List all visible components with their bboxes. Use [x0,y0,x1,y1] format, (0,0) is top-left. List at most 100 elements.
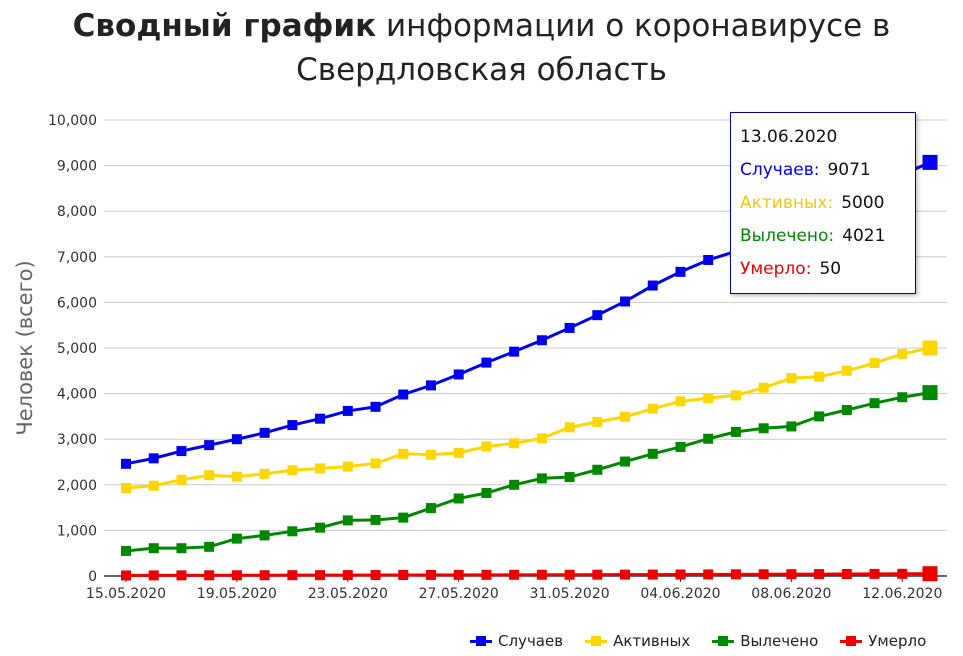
data-point[interactable] [453,493,464,504]
data-point[interactable] [564,422,575,433]
data-point[interactable] [481,441,492,452]
data-point[interactable] [481,569,492,580]
data-point[interactable] [841,405,852,416]
data-point[interactable] [536,433,547,444]
data-point[interactable] [148,453,159,464]
data-point[interactable] [620,456,631,467]
data-point[interactable] [287,570,298,581]
data-point[interactable] [342,515,353,526]
legend-item-cases[interactable]: Случаев [470,632,563,650]
data-point[interactable] [730,569,741,580]
data-point[interactable] [342,405,353,416]
data-point[interactable] [425,503,436,514]
data-point[interactable] [176,474,187,485]
data-point[interactable] [786,421,797,432]
data-point[interactable] [647,569,658,580]
data-point[interactable] [675,569,686,580]
data-point[interactable] [425,569,436,580]
data-point[interactable] [204,570,215,581]
data-point[interactable] [703,254,714,265]
data-point[interactable] [398,389,409,400]
data-point[interactable] [564,569,575,580]
data-point[interactable] [841,568,852,579]
data-point[interactable] [259,468,270,479]
data-point[interactable] [509,569,520,580]
data-point[interactable] [592,569,603,580]
data-point[interactable] [509,346,520,357]
data-point[interactable] [814,371,825,382]
data-point[interactable] [922,154,938,170]
data-point[interactable] [564,472,575,483]
legend-item-recovered[interactable]: Вылечено [712,632,818,650]
data-point[interactable] [342,461,353,472]
data-point[interactable] [592,416,603,427]
data-point[interactable] [453,569,464,580]
data-point[interactable] [758,569,769,580]
legend-item-active[interactable]: Активных [585,632,690,650]
data-point[interactable] [315,413,326,424]
data-point[interactable] [675,441,686,452]
data-point[interactable] [620,411,631,422]
data-point[interactable] [758,423,769,434]
data-point[interactable] [287,526,298,537]
data-point[interactable] [620,569,631,580]
data-point[interactable] [176,446,187,457]
data-point[interactable] [620,296,631,307]
data-point[interactable] [703,569,714,580]
data-point[interactable] [509,479,520,490]
data-point[interactable] [564,322,575,333]
data-point[interactable] [897,568,908,579]
data-point[interactable] [922,340,938,356]
data-point[interactable] [814,411,825,422]
data-point[interactable] [647,448,658,459]
data-point[interactable] [231,533,242,544]
data-point[interactable] [398,512,409,523]
data-point[interactable] [148,570,159,581]
data-point[interactable] [786,569,797,580]
data-point[interactable] [370,570,381,581]
data-point[interactable] [148,480,159,491]
data-point[interactable] [121,570,131,581]
data-point[interactable] [786,373,797,384]
data-point[interactable] [897,392,908,403]
data-point[interactable] [509,438,520,449]
data-point[interactable] [176,570,187,581]
data-point[interactable] [841,365,852,376]
data-point[interactable] [315,570,326,581]
data-point[interactable] [315,463,326,474]
data-point[interactable] [675,396,686,407]
data-point[interactable] [869,568,880,579]
data-point[interactable] [869,358,880,369]
data-point[interactable] [231,434,242,445]
data-point[interactable] [259,427,270,438]
data-point[interactable] [536,473,547,484]
data-point[interactable] [370,458,381,469]
data-point[interactable] [536,569,547,580]
data-point[interactable] [453,369,464,380]
data-point[interactable] [259,570,270,581]
data-point[interactable] [922,385,938,401]
data-point[interactable] [730,390,741,401]
data-point[interactable] [592,310,603,321]
data-point[interactable] [204,541,215,552]
data-point[interactable] [370,401,381,412]
data-point[interactable] [592,464,603,475]
data-point[interactable] [897,348,908,359]
data-point[interactable] [453,447,464,458]
data-point[interactable] [204,440,215,451]
data-point[interactable] [922,566,938,582]
data-point[interactable] [259,530,270,541]
data-point[interactable] [287,465,298,476]
data-point[interactable] [730,426,741,437]
data-point[interactable] [675,266,686,277]
data-point[interactable] [370,514,381,525]
data-point[interactable] [176,543,187,554]
data-point[interactable] [647,403,658,414]
data-point[interactable] [398,569,409,580]
data-point[interactable] [398,448,409,459]
data-point[interactable] [315,522,326,533]
data-point[interactable] [425,380,436,391]
legend-item-deaths[interactable]: Умерло [840,632,926,650]
data-point[interactable] [121,482,131,493]
data-point[interactable] [481,357,492,368]
